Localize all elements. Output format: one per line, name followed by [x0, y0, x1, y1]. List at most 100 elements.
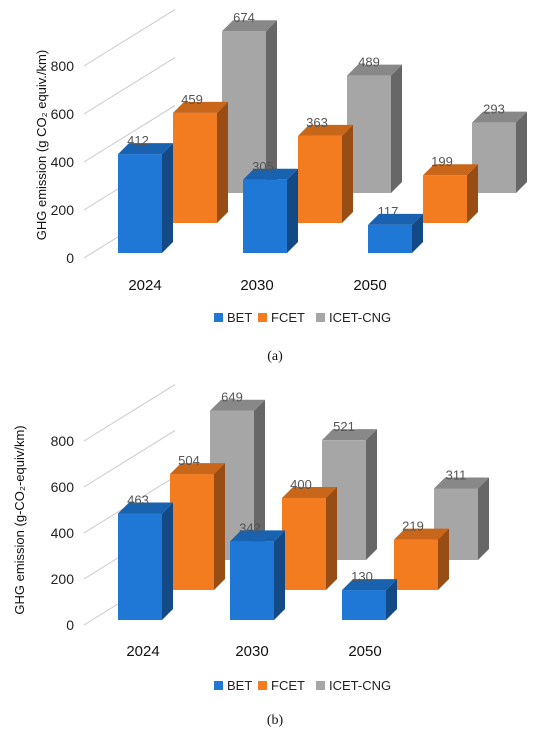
bar-top: [322, 429, 377, 441]
bar-side: [366, 429, 377, 560]
bar-top: [282, 487, 337, 498]
bar-fcet-2024: [170, 463, 225, 590]
y-tick-label: 200: [51, 571, 75, 587]
panel-caption: (b): [267, 713, 284, 728]
y-tick-label: 200: [51, 202, 75, 218]
bar-front: [118, 154, 162, 253]
legend-swatch: [258, 681, 267, 690]
bar-front: [243, 179, 287, 253]
bar-top: [434, 477, 489, 489]
x-category-label: 2050: [348, 643, 381, 660]
gridline: [83, 9, 176, 67]
data-label: 363: [306, 115, 328, 130]
bar-side: [342, 124, 353, 223]
x-category-label: 2024: [126, 643, 159, 660]
bar-top: [118, 143, 173, 155]
y-tick-label: 0: [66, 250, 74, 266]
panel-caption: (a): [267, 349, 283, 364]
bar-top: [210, 399, 265, 411]
gridline: [83, 430, 176, 488]
gridline: [83, 384, 176, 442]
bar-fcet-2050: [394, 528, 449, 590]
x-category-label: 2030: [240, 277, 273, 294]
bar-top: [222, 20, 277, 32]
bar-side: [217, 101, 228, 223]
bar-front: [173, 112, 217, 223]
bar-top: [170, 463, 225, 475]
bar-side: [326, 487, 337, 590]
bar-front: [222, 31, 266, 193]
bar-side: [266, 20, 277, 193]
data-label: 521: [333, 419, 355, 434]
data-label: 459: [181, 92, 203, 107]
bar-icet-cng-2050: [472, 111, 527, 193]
bar-top: [368, 213, 423, 225]
y-tick-label: 800: [51, 58, 75, 74]
bar-front: [230, 541, 274, 620]
bar-fcet-2030: [298, 124, 353, 223]
bar-icet-cng-2030: [322, 429, 377, 560]
data-label: 311: [446, 467, 467, 482]
bar-side: [287, 168, 298, 253]
bar-icet-cng-2024: [222, 20, 277, 193]
y-tick-label: 600: [51, 106, 75, 122]
bar-side: [386, 579, 397, 620]
x-category-label: 2024: [128, 277, 161, 294]
bar-top: [230, 530, 285, 542]
legend-entry: ICET-CNG: [329, 678, 391, 693]
x-category-label: 2030: [235, 643, 268, 660]
bar-icet-cng-2030: [347, 64, 402, 193]
legend-entry: ICET-CNG: [329, 310, 391, 325]
bar-top: [394, 528, 449, 540]
bar-icet-cng-2050: [434, 477, 489, 560]
bar-front: [472, 122, 516, 193]
bar-front: [394, 539, 438, 590]
bar-fcet-2024: [173, 101, 228, 223]
bar-side: [162, 502, 173, 620]
y-axis-label: GHG emission (g-CO₂-equiv/km): [12, 425, 27, 614]
bar-top: [472, 111, 527, 123]
bar-front: [298, 135, 342, 223]
legend-entry: FCET: [271, 310, 305, 325]
data-label: 117: [378, 204, 399, 219]
bar-bet-2050: [368, 213, 423, 253]
gridline: [83, 105, 176, 163]
bar-side: [467, 164, 478, 223]
gridline: [83, 57, 176, 115]
legend-swatch: [214, 681, 223, 690]
legend-swatch: [258, 313, 267, 322]
panel-b: 0 200 400 600 800 649 521 311 504 400 219 463 342 130…: [12, 384, 489, 728]
bar-side: [391, 64, 402, 193]
data-label: 400: [290, 477, 312, 492]
panel-a: 0 200 400 600 800 674 489 293 459 363 199 412 305 117…: [34, 9, 527, 364]
y-tick-label: 400: [51, 525, 75, 541]
bar-side: [412, 213, 423, 253]
legend-swatch: [316, 313, 325, 322]
y-axis-label: GHG emission (g CO₂ equiv./km): [34, 50, 49, 240]
data-label: 130: [351, 569, 373, 584]
y-tick-label: 400: [51, 154, 75, 170]
bar-top: [173, 101, 228, 113]
bar-front: [423, 175, 467, 223]
data-label: 219: [402, 519, 424, 534]
data-label: 489: [358, 55, 380, 70]
bar-bet-2030: [243, 168, 298, 253]
bar-top: [423, 164, 478, 176]
bar-side: [478, 477, 489, 560]
data-label: 412: [127, 133, 149, 148]
data-label: 463: [127, 493, 149, 508]
legend-entry: BET: [227, 310, 252, 325]
bar-front: [282, 498, 326, 590]
bar-side: [516, 111, 527, 193]
bar-side: [274, 530, 285, 620]
data-label: 199: [431, 154, 453, 169]
bar-front: [118, 513, 162, 620]
y-tick-label: 800: [51, 433, 75, 449]
bar-top: [243, 168, 298, 180]
bar-top: [118, 502, 173, 514]
bar-front: [170, 474, 214, 590]
bar-bet-2024: [118, 502, 173, 620]
bar-side: [438, 528, 449, 590]
bar-side: [162, 143, 173, 253]
bar-top: [298, 124, 353, 136]
